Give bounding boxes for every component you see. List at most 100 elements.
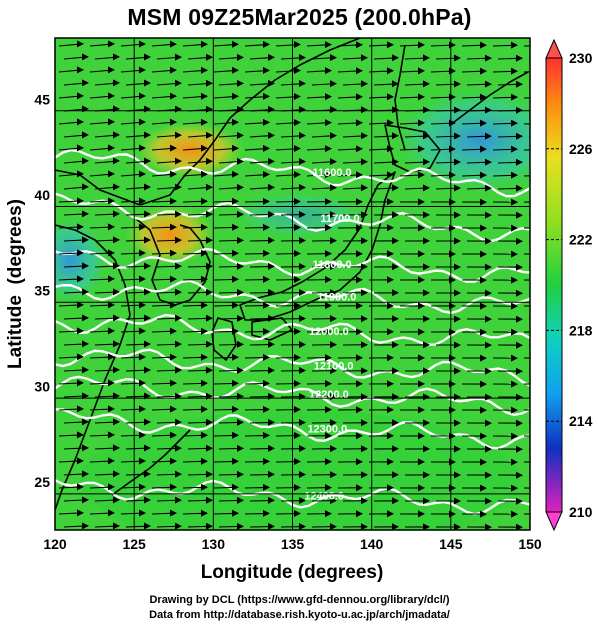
x-tick-label: 145 bbox=[439, 536, 463, 552]
wind-arrow bbox=[182, 379, 208, 387]
wind-arrow bbox=[523, 45, 530, 47]
wind-arrow bbox=[337, 171, 363, 179]
credit-drawing: Drawing by DCL (https://www.gfd-dennou.o… bbox=[149, 594, 450, 606]
wind-arrow bbox=[492, 41, 518, 49]
wind-arrow bbox=[94, 131, 120, 139]
wind-arrow bbox=[461, 224, 487, 232]
wind-arrow bbox=[187, 444, 213, 452]
wind-arrow bbox=[466, 237, 492, 245]
wind-arrow bbox=[435, 80, 461, 88]
wind-arrow bbox=[275, 353, 301, 361]
wind-arrow bbox=[311, 211, 337, 219]
wind-arrow bbox=[368, 458, 394, 466]
wind-arrow bbox=[466, 184, 492, 192]
wind-arrow bbox=[342, 419, 368, 427]
y-tick-label: 40 bbox=[34, 187, 50, 203]
wind-arrow bbox=[492, 276, 518, 284]
wind-arrow bbox=[466, 263, 492, 271]
wind-arrow bbox=[63, 340, 89, 348]
coast-asia bbox=[55, 38, 361, 206]
wind-arrow bbox=[306, 250, 332, 258]
wind-arrow bbox=[120, 431, 146, 439]
colorbar-scale bbox=[545, 57, 563, 513]
wind-arrow bbox=[63, 470, 89, 478]
wind-arrow bbox=[151, 509, 177, 517]
wind-arrow bbox=[275, 40, 301, 48]
wind-arrow bbox=[182, 223, 208, 231]
wind-arrow bbox=[249, 236, 275, 244]
wind-arrow bbox=[368, 67, 394, 75]
wind-arrow bbox=[497, 211, 523, 219]
wind-arrow bbox=[368, 224, 394, 232]
wind-arrow bbox=[368, 93, 394, 101]
wind-arrow bbox=[435, 132, 461, 140]
wind-arrow bbox=[342, 80, 368, 88]
wind-arrow bbox=[523, 175, 530, 177]
wind-arrow bbox=[368, 328, 394, 336]
wind-arrow bbox=[306, 354, 332, 362]
wind-arrow bbox=[182, 483, 208, 491]
wind-arrow bbox=[187, 262, 213, 270]
wind-arrow bbox=[156, 210, 182, 218]
x-tick-label: 125 bbox=[122, 536, 146, 552]
cool-anomaly-west bbox=[55, 215, 110, 305]
wind-arrow bbox=[373, 523, 399, 530]
x-axis-ticks: 120 125 130 135 140 145 150 bbox=[43, 536, 542, 552]
wind-arrow bbox=[337, 406, 363, 414]
wind-arrow bbox=[182, 301, 208, 309]
wind-arrow bbox=[306, 302, 332, 310]
wind-arrow bbox=[311, 419, 337, 427]
gridlines bbox=[55, 38, 530, 530]
wind-arrow bbox=[187, 470, 213, 478]
wind-arrow bbox=[461, 67, 487, 75]
wind-arrow bbox=[63, 131, 89, 139]
wind-arrow bbox=[337, 432, 363, 440]
x-tick-label: 150 bbox=[518, 536, 542, 552]
wind-arrow bbox=[497, 158, 523, 166]
wind-arrow bbox=[182, 118, 208, 126]
wind-arrow bbox=[182, 170, 208, 178]
wind-arrow bbox=[342, 367, 368, 375]
wind-arrow bbox=[466, 289, 492, 297]
wind-arrow bbox=[187, 210, 213, 218]
wind-arrow bbox=[213, 405, 239, 413]
wind-arrow bbox=[63, 444, 89, 452]
wind-arrow bbox=[63, 314, 89, 322]
wind-arrow bbox=[94, 340, 120, 348]
wind-arrow bbox=[461, 145, 487, 153]
wind-arrow bbox=[151, 301, 177, 309]
colorbar-tick-label: 214 bbox=[569, 413, 593, 429]
wind-arrow bbox=[151, 405, 177, 413]
wind-arrow bbox=[244, 92, 270, 100]
wind-arrow bbox=[151, 275, 177, 283]
wind-arrow bbox=[435, 289, 461, 297]
wind-arrow bbox=[63, 262, 89, 270]
wind-arrow bbox=[306, 380, 332, 388]
wind-arrow bbox=[466, 132, 492, 140]
contour-label: 12300.0 bbox=[307, 424, 347, 436]
wind-arrow bbox=[368, 406, 394, 414]
wind-arrow bbox=[399, 328, 425, 336]
wind-arrow bbox=[63, 288, 89, 296]
wind-arrow bbox=[244, 40, 270, 48]
wind-arrow bbox=[151, 144, 177, 152]
wind-arrow bbox=[182, 40, 208, 48]
wind-arrow bbox=[337, 119, 363, 127]
wind-arrow bbox=[306, 458, 332, 466]
wind-arrow bbox=[63, 210, 89, 218]
wind-arrow bbox=[466, 341, 492, 349]
wind-arrow bbox=[492, 432, 518, 440]
wind-arrow bbox=[497, 367, 523, 375]
wind-arrow bbox=[497, 184, 523, 192]
wind-arrow bbox=[213, 301, 239, 309]
wind-arrow bbox=[89, 92, 115, 100]
wind-arrow bbox=[89, 431, 115, 439]
map-title: MSM 09Z25Mar2025 (200.0hPa) bbox=[127, 4, 472, 30]
wind-arrow bbox=[368, 354, 394, 362]
wind-arrow bbox=[399, 380, 425, 388]
wind-arrow bbox=[523, 279, 530, 281]
wind-arrow bbox=[187, 314, 213, 322]
wind-arrow bbox=[218, 131, 244, 139]
wind-arrow bbox=[368, 198, 394, 206]
